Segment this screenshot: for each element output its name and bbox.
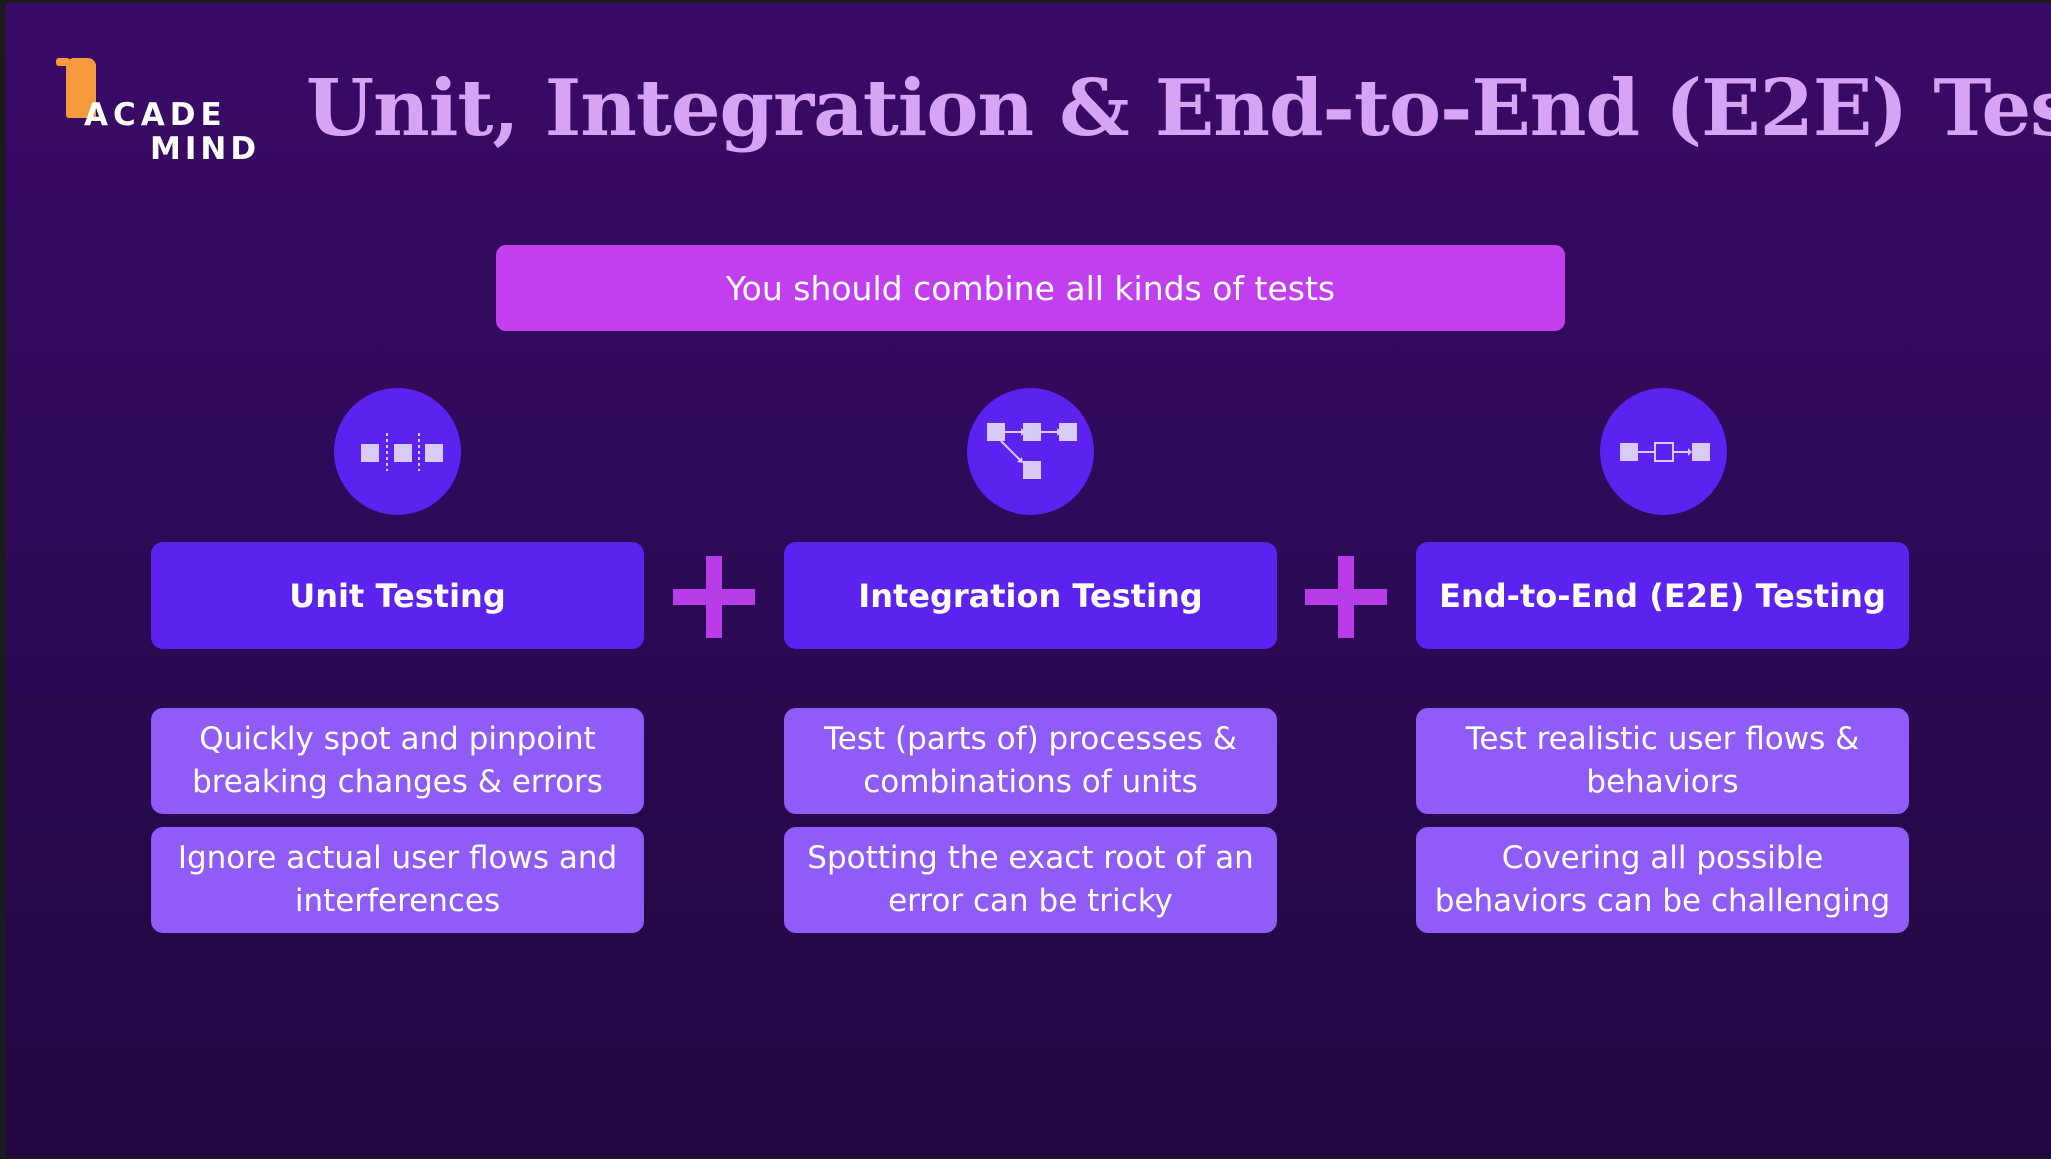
integration-testing-con: Spotting the exact root of an error can …: [784, 827, 1277, 933]
academind-logo: ACADE MIND: [56, 53, 261, 173]
banner: You should combine all kinds of tests: [496, 245, 1565, 331]
unit-blocks-icon: [334, 388, 461, 515]
unit-testing-pro: Quickly spot and pinpoint breaking chang…: [151, 708, 644, 814]
logo-text-line2: MIND: [150, 131, 261, 167]
e2e-flow-icon: [1600, 388, 1727, 515]
unit-testing-con: Ignore actual user flows and interferenc…: [151, 827, 644, 933]
slide-title: Unit, Integration & End-to-End (E2E) Tes…: [306, 63, 2051, 154]
plus-icon: [673, 556, 755, 638]
e2e-testing-pro: Test realistic user flows & behaviors: [1416, 708, 1909, 814]
integration-flow-icon: [967, 388, 1094, 515]
logo-text-line1: ACADE: [84, 97, 227, 133]
e2e-testing-con: Covering all possible behaviors can be c…: [1416, 827, 1909, 933]
logo-flag-icon: [56, 58, 96, 118]
header-integration-testing: Integration Testing: [784, 542, 1277, 649]
slide: ACADE MIND Unit, Integration & End-to-En…: [6, 3, 2051, 1157]
plus-icon: [1305, 556, 1387, 638]
integration-testing-pro: Test (parts of) processes & combinations…: [784, 708, 1277, 814]
header-unit-testing: Unit Testing: [151, 542, 644, 649]
header-e2e-testing: End-to-End (E2E) Testing: [1416, 542, 1909, 649]
